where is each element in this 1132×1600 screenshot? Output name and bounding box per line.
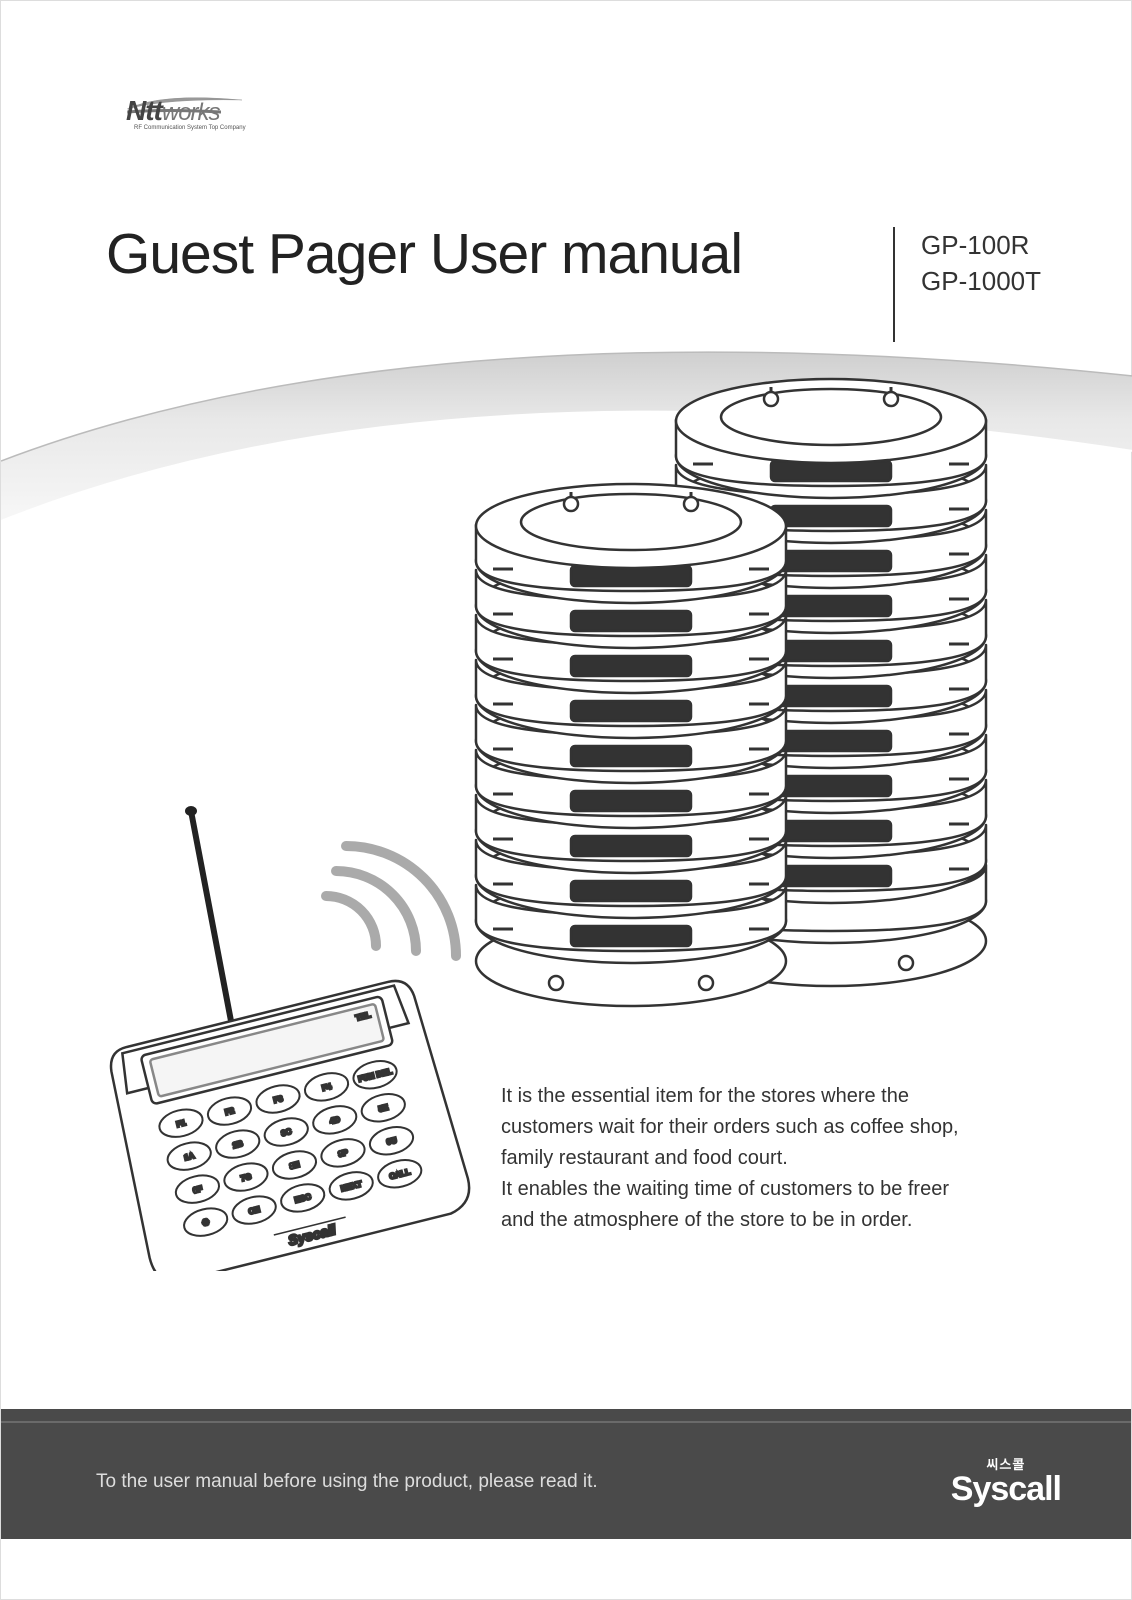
logo-brand-bold: Ntt [126, 95, 162, 126]
product-description: It is the essential item for the stores … [501, 1081, 1056, 1236]
desc-line-3: family restaurant and food court. [501, 1147, 788, 1169]
footer-logo: 씨스콜 Syscall [951, 1454, 1061, 1505]
wifi-icon [326, 846, 456, 956]
desc-line-2: customers wait for their orders such as … [501, 1116, 959, 1138]
page-title: Guest Pager User manual [106, 221, 875, 287]
pager-stack-front [476, 484, 786, 1006]
transmitter-illustration: TEL F1F2F3F4FUN DEL1A2B3C4D5E6F7G8H9P0U✱… [91, 801, 481, 1271]
footer-bar: To the user manual before using the prod… [1, 1409, 1131, 1539]
antenna-icon [191, 811, 231, 1021]
logo-text: Nttworks [126, 95, 220, 127]
desc-line-1: It is the essential item for the stores … [501, 1085, 909, 1107]
pager-stack-illustration [461, 361, 1021, 1061]
desc-line-5: and the atmosphere of the store to be in… [501, 1209, 912, 1231]
logo-brand-light: works [162, 99, 220, 126]
model-2: GP-1000T [921, 263, 1041, 299]
title-divider [893, 227, 895, 342]
transmitter-body: TEL F1F2F3F4FUN DEL1A2B3C4D5E6F7G8H9P0U✱… [99, 975, 475, 1271]
footer-text: To the user manual before using the prod… [96, 1471, 598, 1493]
logo-tagline: RF Communication System Top Company [134, 125, 246, 131]
title-row: Guest Pager User manual GP-100R GP-1000T [106, 221, 1041, 342]
model-1: GP-100R [921, 227, 1041, 263]
footer-logo-en: Syscall [951, 1473, 1061, 1505]
desc-line-4: It enables the waiting time of customers… [501, 1178, 949, 1200]
model-numbers: GP-100R GP-1000T [921, 221, 1041, 300]
company-logo: Nttworks RF Communication System Top Com… [106, 91, 261, 141]
